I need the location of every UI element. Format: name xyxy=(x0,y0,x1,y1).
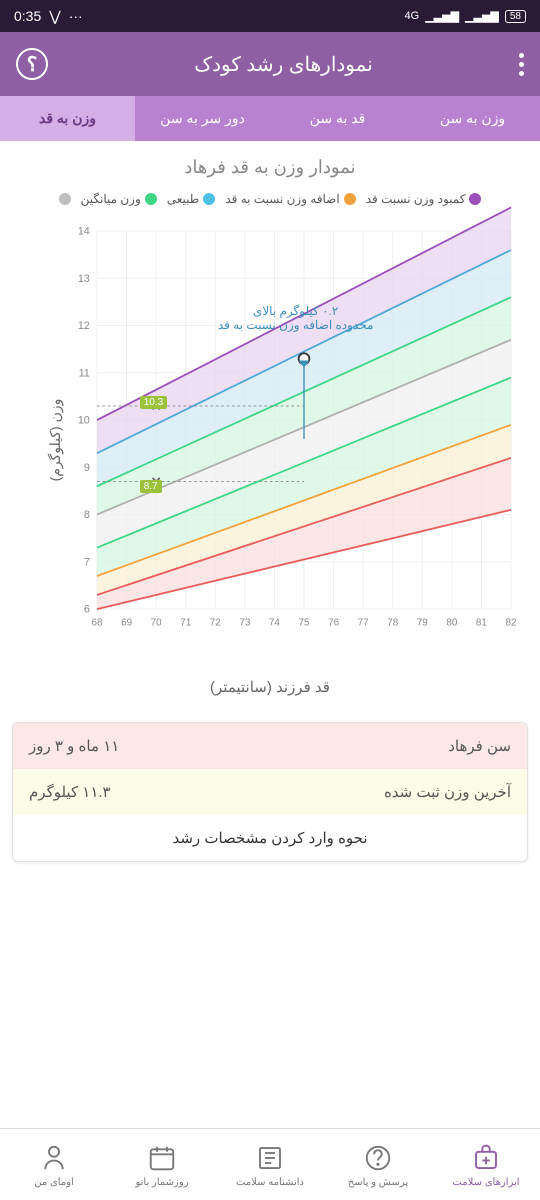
svg-text:72: 72 xyxy=(210,617,221,628)
svg-text:74: 74 xyxy=(269,617,280,628)
page-title: نمودارهای رشد کودک xyxy=(48,52,519,77)
svg-text:75: 75 xyxy=(299,617,310,628)
info-panel: سن فرهاد ۱۱ ماه و ۳ روز آخرین وزن ثبت شد… xyxy=(12,722,528,862)
nav-label: دانشنامه سلامت xyxy=(236,1177,304,1188)
tab-وزن به سن[interactable]: وزن به سن xyxy=(405,96,540,141)
nav-calendar[interactable]: روزشمار بانو xyxy=(108,1129,216,1200)
svg-text:81: 81 xyxy=(476,617,487,628)
user-icon xyxy=(38,1142,70,1174)
svg-text:76: 76 xyxy=(328,617,339,628)
data-label: 10.3 xyxy=(140,396,167,409)
info-row-age: سن فرهاد ۱۱ ماه و ۳ روز xyxy=(13,723,527,769)
legend-item: اضافه وزن نسبت به قد xyxy=(225,192,355,206)
svg-text:73: 73 xyxy=(239,617,250,628)
tab-قد به سن[interactable]: قد به سن xyxy=(270,96,405,141)
book-icon xyxy=(254,1142,286,1174)
status-network: 4G xyxy=(405,10,420,22)
action-label: نحوه وارد کردن مشخصات رشد xyxy=(172,829,367,847)
chart-tabs: وزن به سنقد به سندور سر به سنوزن به قد xyxy=(0,96,540,141)
svg-text:10: 10 xyxy=(78,415,90,427)
weight-value: ۱۱.۳ کیلوگرم xyxy=(29,783,111,801)
legend-dot xyxy=(344,193,356,205)
nav-label: اومای من xyxy=(34,1177,74,1188)
legend-item xyxy=(59,192,71,206)
legend-dot xyxy=(469,193,481,205)
legend-dot xyxy=(59,193,71,205)
age-value: ۱۱ ماه و ۳ روز xyxy=(29,737,119,755)
svg-text:77: 77 xyxy=(358,617,369,628)
legend-item: کمبود وزن نسبت قد xyxy=(366,192,482,206)
svg-text:14: 14 xyxy=(78,226,90,238)
svg-text:12: 12 xyxy=(78,320,90,332)
svg-text:69: 69 xyxy=(121,617,132,628)
chart-plot: 6789101112131468697071727374757677787980… xyxy=(70,220,520,640)
bottom-nav: اومای من روزشمار بانو دانشنامه سلامت پرسش و… xyxy=(0,1128,540,1200)
svg-text:68: 68 xyxy=(92,617,103,628)
nav-tools[interactable]: ابزارهای سلامت xyxy=(432,1129,540,1200)
chart-legend: کمبود وزن نسبت قد اضافه وزن نسبت به قد طبی… xyxy=(10,192,530,206)
svg-text:82: 82 xyxy=(506,617,517,628)
svg-text:70: 70 xyxy=(151,617,162,628)
chart-annotation: ۰.۲ کیلوگرم بالایمحدوده اضافه وزن نسبت ب… xyxy=(218,304,374,332)
legend-label: اضافه وزن نسبت به قد xyxy=(225,192,339,206)
chart-title: نمودار وزن به قد فرهاد xyxy=(10,157,530,178)
legend-label: وزن میانگین xyxy=(81,192,141,206)
svg-text:9: 9 xyxy=(84,462,90,474)
weight-label: آخرین وزن ثبت شده xyxy=(384,783,511,801)
nav-label: ابزارهای سلامت xyxy=(452,1177,519,1188)
chart-svg: 6789101112131468697071727374757677787980… xyxy=(70,220,520,640)
info-row-weight: آخرین وزن ثبت شده ۱۱.۳ کیلوگرم xyxy=(13,769,527,815)
app-header: نمودارهای رشد کودک ؟ xyxy=(0,32,540,96)
tab-وزن به قد[interactable]: وزن به قد xyxy=(0,96,135,141)
svg-text:71: 71 xyxy=(180,617,191,628)
nav-question[interactable]: پرسش و پاسخ xyxy=(324,1129,432,1200)
y-axis-label: وزن (کیلوگرم) xyxy=(47,399,64,482)
svg-text:8: 8 xyxy=(84,509,90,521)
x-axis-label: قد فرزند (سانتیمتر) xyxy=(10,678,530,696)
signal-bars-icon: ▁▃▅▇ xyxy=(425,10,459,23)
battery-indicator: 58 xyxy=(505,10,526,23)
svg-text:78: 78 xyxy=(387,617,398,628)
nav-user[interactable]: اومای من xyxy=(0,1129,108,1200)
data-label: 8.7 xyxy=(140,480,162,493)
age-label: سن فرهاد xyxy=(448,737,511,755)
status-signal-icon: ⋁ xyxy=(49,8,60,25)
menu-button[interactable] xyxy=(519,53,524,76)
tab-دور سر به سن[interactable]: دور سر به سن xyxy=(135,96,270,141)
status-time: 0:35 xyxy=(14,8,41,24)
chart-container: وزن (کیلوگرم) 67891011121314686970717273… xyxy=(10,210,530,670)
help-button[interactable]: ؟ xyxy=(16,48,48,80)
svg-text:13: 13 xyxy=(78,273,90,285)
status-more-icon: ··· xyxy=(69,8,83,24)
signal-bars-icon-2: ▁▃▅▇ xyxy=(465,10,499,23)
legend-dot xyxy=(145,193,157,205)
legend-item: طبیعی xyxy=(167,192,216,206)
question-icon xyxy=(362,1142,394,1174)
legend-dot xyxy=(203,193,215,205)
chart-area: نمودار وزن به قد فرهاد کمبود وزن نسبت قد… xyxy=(0,141,540,704)
tools-icon xyxy=(470,1142,502,1174)
svg-text:11: 11 xyxy=(79,367,90,379)
svg-text:7: 7 xyxy=(84,556,90,568)
svg-text:6: 6 xyxy=(84,604,90,616)
calendar-icon xyxy=(146,1142,178,1174)
svg-text:80: 80 xyxy=(446,617,457,628)
legend-item: وزن میانگین xyxy=(81,192,157,206)
action-button[interactable]: نحوه وارد کردن مشخصات رشد xyxy=(13,815,527,861)
status-bar: 0:35 ⋁ ··· 4G ▁▃▅▇ ▁▃▅▇ 58 xyxy=(0,0,540,32)
legend-label: کمبود وزن نسبت قد xyxy=(366,192,466,206)
nav-label: پرسش و پاسخ xyxy=(348,1177,408,1188)
nav-label: روزشمار بانو xyxy=(135,1177,188,1188)
svg-text:79: 79 xyxy=(417,617,428,628)
legend-label: طبیعی xyxy=(167,192,200,206)
nav-book[interactable]: دانشنامه سلامت xyxy=(216,1129,324,1200)
